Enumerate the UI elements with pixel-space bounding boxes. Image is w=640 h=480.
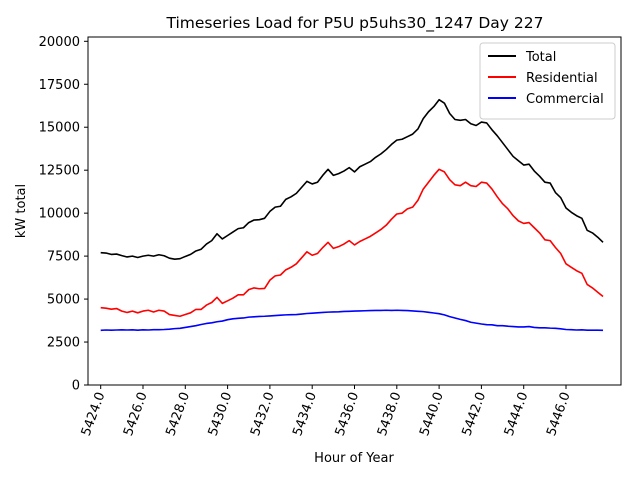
legend-label-commercial: Commercial (526, 92, 604, 107)
legend-label-total: Total (525, 50, 556, 65)
legend-box (479, 42, 616, 120)
y-tick-label: 2500 (47, 336, 80, 351)
legend-label-residential: Residential (526, 71, 598, 86)
y-tick-label: 0 (72, 379, 80, 394)
y-axis-label: kW total (14, 184, 29, 238)
y-tick-label: 17500 (39, 78, 80, 93)
y-tick-label: 15000 (39, 121, 80, 136)
series-layer (100, 98, 604, 332)
series-line-commercial (100, 309, 604, 332)
y-tick-label: 5000 (47, 293, 80, 308)
series-line-total (100, 98, 604, 261)
y-tick-label: 20000 (39, 35, 80, 50)
chart-title: Timeseries Load for P5U p5uhs30_1247 Day… (166, 14, 544, 33)
y-tick-label: 10000 (39, 207, 80, 222)
x-axis-label: Hour of Year (314, 451, 394, 466)
y-tick-label: 7500 (47, 250, 80, 265)
y-tick-label: 12500 (39, 164, 80, 179)
legend: Total Residential Commercial (479, 42, 616, 120)
series-line-residential (100, 168, 604, 318)
